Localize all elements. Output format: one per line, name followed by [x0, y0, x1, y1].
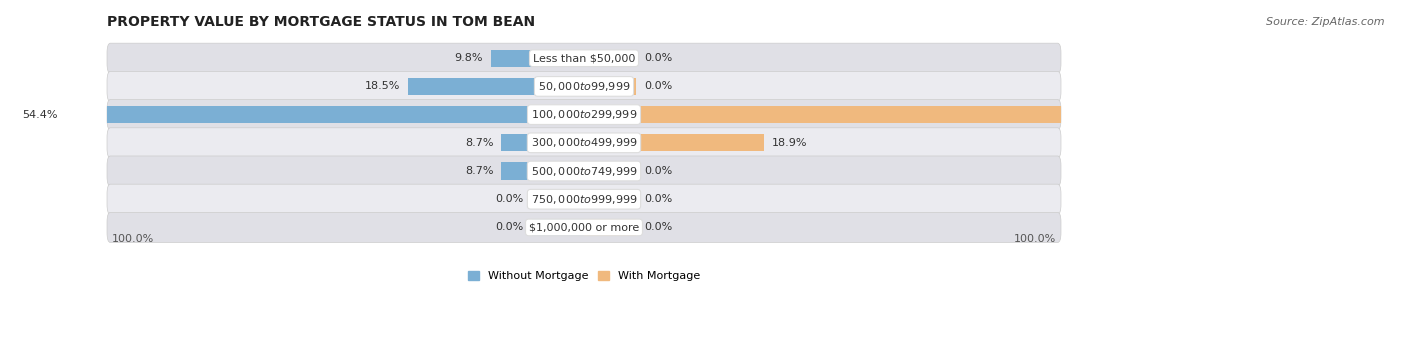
- FancyBboxPatch shape: [107, 128, 1062, 158]
- Text: 81.1%: 81.1%: [1312, 109, 1350, 120]
- Bar: [65, 106, 583, 123]
- Bar: [583, 191, 637, 208]
- Bar: [491, 50, 583, 67]
- Bar: [501, 134, 583, 151]
- Text: Source: ZipAtlas.com: Source: ZipAtlas.com: [1267, 17, 1385, 27]
- Text: 0.0%: 0.0%: [644, 81, 672, 91]
- Text: 0.0%: 0.0%: [644, 222, 672, 233]
- Legend: Without Mortgage, With Mortgage: Without Mortgage, With Mortgage: [464, 266, 704, 286]
- FancyBboxPatch shape: [107, 212, 1062, 242]
- Text: 0.0%: 0.0%: [496, 222, 524, 233]
- FancyBboxPatch shape: [107, 100, 1062, 130]
- Bar: [583, 106, 1357, 123]
- FancyBboxPatch shape: [107, 43, 1062, 73]
- Text: PROPERTY VALUE BY MORTGAGE STATUS IN TOM BEAN: PROPERTY VALUE BY MORTGAGE STATUS IN TOM…: [107, 15, 536, 29]
- Text: 18.5%: 18.5%: [364, 81, 399, 91]
- Bar: [583, 78, 637, 95]
- Text: 9.8%: 9.8%: [454, 53, 482, 63]
- Bar: [583, 219, 637, 236]
- Text: Less than $50,000: Less than $50,000: [533, 53, 636, 63]
- Text: 0.0%: 0.0%: [644, 166, 672, 176]
- Text: 8.7%: 8.7%: [465, 138, 494, 148]
- Bar: [531, 191, 583, 208]
- Text: $50,000 to $99,999: $50,000 to $99,999: [537, 80, 630, 93]
- Bar: [583, 134, 765, 151]
- Text: $500,000 to $749,999: $500,000 to $749,999: [530, 165, 637, 177]
- Text: $100,000 to $299,999: $100,000 to $299,999: [531, 108, 637, 121]
- Text: 8.7%: 8.7%: [465, 166, 494, 176]
- Text: 0.0%: 0.0%: [644, 194, 672, 204]
- FancyBboxPatch shape: [107, 71, 1062, 101]
- Bar: [501, 163, 583, 180]
- Text: 0.0%: 0.0%: [496, 194, 524, 204]
- Bar: [583, 50, 637, 67]
- FancyBboxPatch shape: [107, 184, 1062, 214]
- Bar: [583, 163, 637, 180]
- Text: 0.0%: 0.0%: [644, 53, 672, 63]
- Text: 100.0%: 100.0%: [1014, 234, 1056, 244]
- Text: 100.0%: 100.0%: [112, 234, 155, 244]
- FancyBboxPatch shape: [107, 156, 1062, 186]
- Text: $1,000,000 or more: $1,000,000 or more: [529, 222, 640, 233]
- Text: 18.9%: 18.9%: [772, 138, 807, 148]
- Text: $750,000 to $999,999: $750,000 to $999,999: [530, 193, 637, 206]
- Text: 54.4%: 54.4%: [22, 109, 58, 120]
- Bar: [408, 78, 583, 95]
- Text: $300,000 to $499,999: $300,000 to $499,999: [530, 136, 637, 149]
- Bar: [531, 219, 583, 236]
